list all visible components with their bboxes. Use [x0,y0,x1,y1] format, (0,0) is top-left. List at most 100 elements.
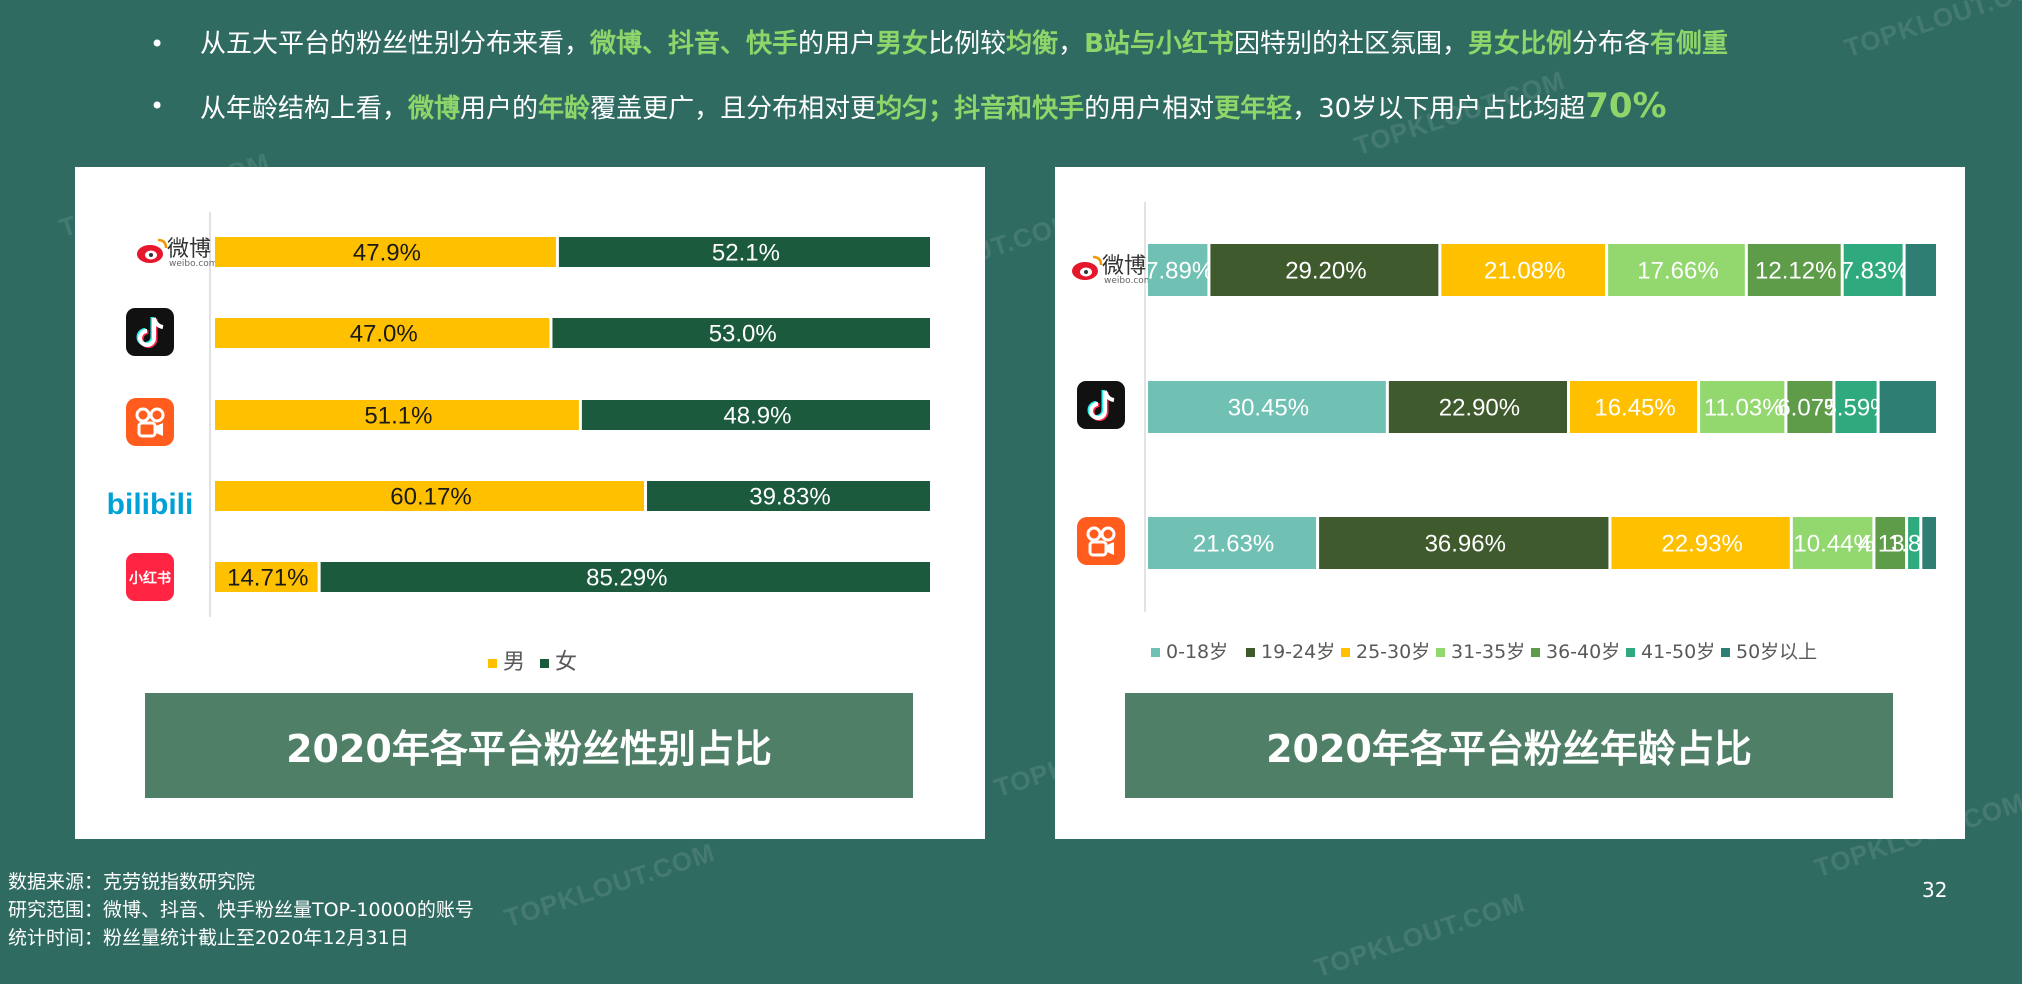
legend-label: 19-24岁 [1261,641,1335,663]
bullet-item: • 从五大平台的粉丝性别分布来看，微博、抖音、快手的用户男女比例较均衡，B站与小… [140,22,2000,84]
bullet-highlight: 均匀；抖音和快手 [876,94,1085,124]
bullet-highlight: 微博 [408,94,461,124]
bar-segment [320,562,930,592]
legend-swatch [1246,648,1255,657]
bar-segment [1747,244,1841,296]
summary-bullets: • 从五大平台的粉丝性别分布来看，微博、抖音、快手的用户男女比例较均衡，B站与小… [140,22,2000,146]
data-label: 7.89% [1145,258,1213,285]
data-label: 48.9% [723,403,791,430]
bar-segment [1608,244,1745,296]
watermark: TOPKLOUT.COM [1310,886,1529,984]
bar-segment [1905,244,1936,296]
data-label: 22.93% [1661,531,1742,558]
data-label: 47.0% [350,321,418,348]
bar-segment [1908,517,1920,569]
bilibili-icon: bilibili [107,488,194,521]
data-label: 16.45% [1594,395,1675,422]
data-source-note: 数据来源：克劳锐指数研究院 [8,871,256,893]
data-label: 36.96% [1425,531,1506,558]
bar-segment [558,237,930,267]
data-label: 17.66% [1637,258,1718,285]
douyin-icon [1077,381,1125,429]
data-label: 85.29% [586,565,667,592]
bullet-segment: 分布各 [1571,29,1650,59]
kuaishou-icon [1077,517,1125,565]
bar-segment [1570,381,1698,433]
bullet-highlight: 有侧重 [1649,29,1728,59]
legend-label: 31-35岁 [1451,641,1525,663]
bullet-text: 从五大平台的粉丝性别分布来看，微博、抖音、快手的用户男女比例较均衡，B站与小红书… [200,22,1728,66]
legend-swatch [1151,648,1160,657]
bullet-highlight: B站与小红书 [1084,29,1234,59]
gender-chart-title: 2020年各平台粉丝性别占比 [145,693,913,798]
legend-swatch [1531,648,1540,657]
bar-segment [215,562,318,592]
bullet-highlight: 70% [1585,86,1667,126]
legend-label: 41-50岁 [1641,641,1715,663]
age-chart-panel: 微博 weibo.com 7.89% 29.20% 21.08% 17.66% 12.1… [1055,167,1965,839]
bar-segment [1441,244,1606,296]
legend-label: 0-18岁 [1166,641,1228,663]
bar-segment [1835,381,1877,433]
kuaishou-icon [126,398,174,446]
data-label: 53.0% [709,321,777,348]
xiaohongshu-icon: 小红书 [126,553,174,601]
data-label: 60.17% [390,484,471,511]
bar-segment [647,481,930,511]
weibo-logo-sub: weibo.com [169,259,218,269]
data-label: 22.90% [1439,395,1520,422]
data-label: 29.20% [1285,258,1366,285]
bar-segment [1843,244,1903,296]
bar-segment [215,237,556,267]
weibo-icon: 微博 weibo.com [1072,254,1153,286]
weibo-logo-text: 微博 [167,237,211,262]
bar-segment [1792,517,1873,569]
research-scope-note: 研究范围：微博、抖音、快手粉丝量TOP-10000的账号 [8,899,474,921]
bar-segment [1700,381,1785,433]
data-label: 12.12% [1755,258,1836,285]
data-label: 7.83% [1841,258,1909,285]
legend-label: 25-30岁 [1356,641,1430,663]
bullet-segment: 因特别的社区氛围， [1233,29,1468,59]
bilibili-logo-text: bilibili [107,488,194,521]
bullet-segment: ， [1058,29,1085,59]
bar-segment [581,400,930,430]
data-label: 47.9% [353,240,421,267]
bullet-segment: ，30岁以下用户占比均超 [1292,94,1586,124]
bar-segment [215,318,550,348]
bar-segment [1879,381,1936,433]
weibo-logo-sub: weibo.com [1104,276,1153,286]
bar-segment [1787,381,1833,433]
bullet-segment: 覆盖更广，且分布相对更 [590,94,877,124]
legend-swatch [1341,648,1350,657]
bullet-item: • 从年龄结构上看，微博用户的年龄覆盖更广，且分布相对更均匀；抖音和快手的用户相… [140,84,2000,146]
footer-notes: 数据来源：克劳锐指数研究院 研究范围：微博、抖音、快手粉丝量TOP-10000的… [8,868,474,952]
bullet-dot: • [150,92,165,120]
bar-segment [215,400,579,430]
bullet-highlight: 更年轻 [1214,94,1293,124]
legend-label: 男 [503,650,525,675]
bar-segment [1148,517,1317,569]
legend-label: 36-40岁 [1546,641,1620,663]
page-number: 32 [1922,878,1948,902]
douyin-icon [126,308,174,356]
legend-swatch [1436,648,1445,657]
bar-segment [215,481,645,511]
bullet-highlight: 男女 [876,29,929,59]
legend-swatch [1721,648,1730,657]
gender-chart-panel: 微博 weibo.com bilibili 小红书 47.9% 52.1% 47.0… [75,167,985,839]
bar-segment [1875,517,1906,569]
bullet-segment: 的用户 [798,29,877,59]
bullet-segment: 从年龄结构上看， [200,94,409,124]
legend-swatch [488,659,497,668]
bullet-segment: 比例较 [928,29,1007,59]
statistics-time-note: 统计时间：粉丝量统计截止至2020年12月31日 [8,927,409,949]
age-chart: 微博 weibo.com 7.89% 29.20% 21.08% 17.66% 12.1… [1072,202,1943,663]
bar-segment [1210,244,1439,296]
data-label: 10.44% [1793,531,1874,558]
bar-segment [552,318,930,348]
weibo-logo-text: 微博 [1102,254,1146,279]
data-label: 39.83% [749,484,830,511]
legend-label: 女 [555,650,577,675]
bullet-highlight: 均衡 [1006,29,1059,59]
